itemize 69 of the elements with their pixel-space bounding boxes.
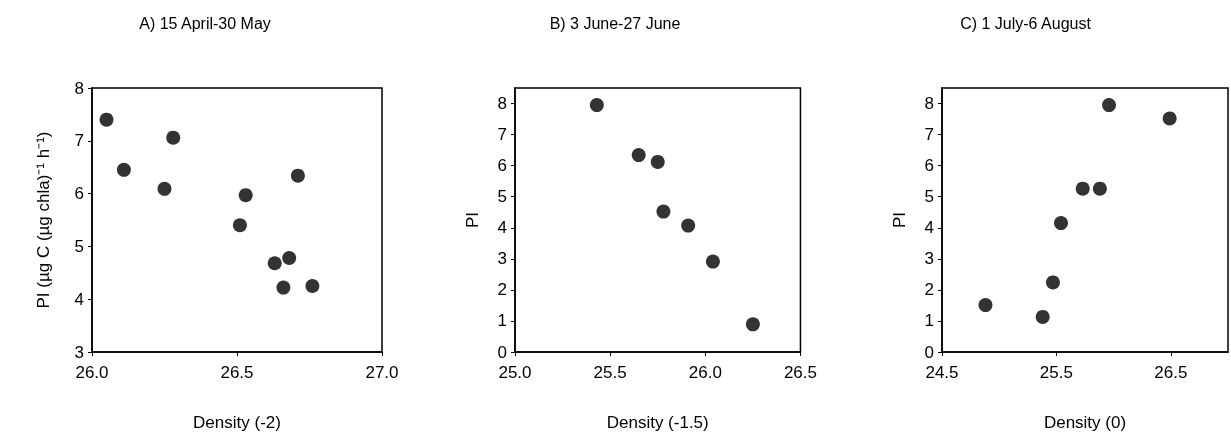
y-tick-label: 6 [497,156,507,176]
y-tick-label: 0 [497,342,507,362]
x-tick-label: 26.5 [1154,363,1188,382]
chart-title: A) 15 April-30 May [139,14,271,32]
x-axis-title: Density (-2) [193,413,281,432]
point [282,251,297,266]
point [157,181,172,196]
point [589,98,604,113]
point [745,317,760,332]
y-tick-label: 2 [924,280,934,300]
y-tick-label: 7 [924,125,934,145]
x-tick-label: 24.5 [925,363,959,382]
y-tick-label: 8 [924,94,934,114]
point [99,112,114,127]
point [1075,181,1090,196]
point [166,130,181,145]
x-axis-title: Density (-1.5) [606,413,709,432]
y-tick-label: 8 [497,94,507,114]
y-axis-title: PI [463,211,482,229]
y-tick-label: 3 [497,249,507,269]
y-tick-label: 5 [74,236,84,256]
x-tick-label: 26.5 [220,363,254,382]
y-tick-label: 4 [74,289,84,309]
x-tick-label: 26.0 [75,363,109,382]
y-tick-label: 2 [497,280,507,300]
point [1102,98,1117,113]
y-tick-label: 6 [924,156,934,176]
point [978,298,993,313]
chart-title: B) 3 June-27 June [549,14,681,32]
y-tick-label: 3 [74,342,84,362]
x-tick-label: 25.5 [593,363,627,382]
chart-title: C) 1 July-6 August [960,14,1092,32]
point [656,204,671,219]
point [681,218,696,233]
x-tick-label: 25.5 [1039,363,1073,382]
x-tick-label: 26.5 [783,363,817,382]
point [267,256,282,271]
x-axis-title: Density (0) [1043,413,1127,432]
point [650,154,665,169]
y-tick-label: 3 [924,249,934,269]
y-tick-label: 8 [74,78,84,98]
point [1053,216,1068,231]
point [705,254,720,269]
y-axis-title: PI (µg C (µg chla)⁻¹ h⁻¹) [34,131,53,309]
point [232,218,247,233]
y-tick-label: 0 [924,342,934,362]
y-tick-label: 7 [74,131,84,151]
point [276,280,291,295]
y-tick-label: 6 [74,184,84,204]
y-axis-title: PI [890,211,909,229]
y-tick-label: 4 [924,218,934,238]
point [116,162,131,177]
point [631,148,646,163]
point [1092,181,1107,196]
y-tick-label: 1 [924,311,934,331]
x-tick-label: 26.0 [688,363,722,382]
point [1045,275,1060,290]
point [1035,309,1050,324]
point [305,279,320,293]
point [290,168,305,183]
y-tick-label: 1 [497,311,507,331]
y-tick-label: 7 [497,125,507,145]
x-tick-label: 25.0 [498,363,532,382]
y-tick-label: 5 [497,187,507,207]
point [238,188,253,203]
point [1162,111,1177,126]
y-tick-label: 4 [497,218,507,238]
y-tick-label: 5 [924,187,934,207]
x-tick-label: 27.0 [365,363,399,382]
